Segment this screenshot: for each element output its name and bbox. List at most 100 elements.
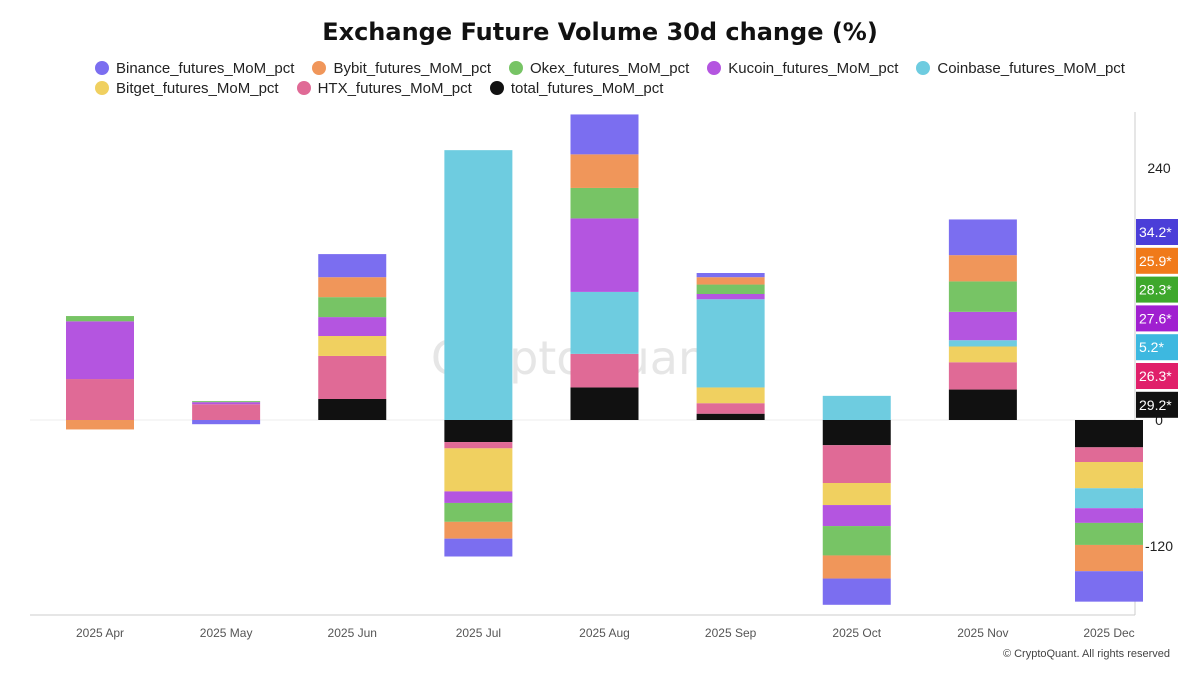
copyright-notice: © CryptoQuant. All rights reserved	[1002, 648, 1170, 660]
bar-segment[interactable]	[66, 379, 134, 420]
x-tick-label: 2025 May	[200, 626, 253, 640]
bar-segment[interactable]	[696, 387, 765, 404]
legend-item[interactable]: Okex_futures_MoM_pct	[509, 60, 689, 77]
legend-label: Coinbase_futures_MoM_pct	[937, 59, 1125, 77]
bar-segment[interactable]	[318, 297, 387, 318]
legend-item[interactable]: Bybit_futures_MoM_pct	[312, 60, 491, 77]
legend-label: Okex_futures_MoM_pct	[530, 59, 690, 77]
bar-segment[interactable]	[318, 254, 387, 278]
bar-segment[interactable]	[570, 114, 639, 155]
bar-segment[interactable]	[822, 445, 891, 483]
bar-segment[interactable]	[66, 316, 134, 322]
last-value-badge	[1136, 219, 1178, 245]
legend-swatch	[296, 81, 311, 95]
bar-segment[interactable]	[444, 420, 513, 443]
bar-segment[interactable]	[570, 387, 639, 420]
legend-item[interactable]: Binance_futures_MoM_pct	[95, 60, 294, 77]
bar-segment[interactable]	[696, 299, 765, 388]
last-value-badge	[1136, 363, 1178, 389]
bar-segment[interactable]	[822, 395, 891, 420]
bar-segment[interactable]	[444, 538, 513, 557]
bar-segment[interactable]	[318, 317, 387, 336]
bar-segment[interactable]	[948, 255, 1017, 282]
bar-segment[interactable]	[822, 555, 891, 579]
bar-segment[interactable]	[696, 277, 765, 285]
last-value-badge	[1136, 334, 1178, 361]
legend-item[interactable]: total_futures_MoM_pct	[489, 79, 664, 97]
bar-segment[interactable]	[1075, 420, 1143, 448]
bar-segment[interactable]	[570, 291, 639, 354]
bar-segment[interactable]	[192, 404, 261, 420]
chart-title: Exchange Future Volume 30d change (%)	[322, 18, 878, 46]
y-tick-label: 240	[1147, 160, 1171, 176]
legend-item[interactable]: HTX_futures_MoM_pct	[296, 79, 472, 97]
bar-segment[interactable]	[570, 353, 639, 388]
bar-segment[interactable]	[192, 420, 261, 425]
bar-segment[interactable]	[570, 154, 639, 188]
x-tick-label: 2025 Jun	[328, 626, 377, 640]
legend-swatch	[916, 61, 931, 75]
bar-segment[interactable]	[822, 578, 891, 605]
legend: Binance_futures_MoM_pct Bybit_futures_MoM…	[95, 58, 1125, 98]
bar-segment[interactable]	[948, 219, 1017, 256]
bar-segment[interactable]	[318, 277, 387, 298]
bar-segment[interactable]	[696, 413, 765, 420]
legend-item[interactable]: Coinbase_futures_MoM_pct	[916, 60, 1125, 77]
last-value-badge-label: 5.2*	[1139, 339, 1164, 355]
bar-segment[interactable]	[822, 505, 891, 527]
bar-segment[interactable]	[444, 491, 513, 503]
bar-segment[interactable]	[192, 402, 261, 405]
bar-segment[interactable]	[1075, 544, 1143, 572]
bar-segment[interactable]	[696, 403, 765, 414]
x-tick-label: 2025 Dec	[1083, 626, 1134, 640]
bar-segment[interactable]	[444, 502, 513, 522]
bar-segment[interactable]	[822, 483, 891, 506]
legend-label: total_futures_MoM_pct	[510, 79, 664, 97]
bar-segment[interactable]	[192, 401, 261, 403]
legend-item[interactable]: Kucoin_futures_MoM_pct	[707, 60, 898, 77]
bar-segment[interactable]	[948, 389, 1017, 420]
bar-segment[interactable]	[948, 362, 1017, 390]
bar-segment[interactable]	[444, 150, 513, 420]
legend-swatch	[95, 61, 109, 75]
bar-segment[interactable]	[1075, 508, 1143, 523]
legend-item[interactable]: Bitget_futures_MoM_pct	[95, 80, 279, 97]
bar-segment[interactable]	[66, 420, 134, 430]
x-tick-label: 2025 Apr	[76, 626, 124, 640]
bar-segment[interactable]	[948, 346, 1017, 363]
last-value-badge-label: 26.3*	[1139, 368, 1172, 384]
bar-segment[interactable]	[318, 399, 387, 420]
x-tick-label: 2025 Oct	[832, 626, 881, 640]
legend-swatch	[312, 61, 327, 75]
bars	[66, 114, 1143, 605]
bar-segment[interactable]	[1075, 522, 1143, 545]
legend-label: HTX_futures_MoM_pct	[317, 79, 472, 97]
bar-segment[interactable]	[1075, 462, 1143, 489]
bar-segment[interactable]	[948, 281, 1017, 312]
last-value-badge-label: 27.6*	[1139, 310, 1172, 326]
bar-segment[interactable]	[444, 448, 513, 492]
bar-segment[interactable]	[696, 294, 765, 300]
bar-segment[interactable]	[570, 218, 639, 292]
bar-segment[interactable]	[66, 321, 134, 380]
bar-segment[interactable]	[822, 526, 891, 556]
bar-segment[interactable]	[1075, 571, 1143, 602]
y-tick-label: 0	[1155, 412, 1163, 428]
bar-segment[interactable]	[948, 311, 1017, 341]
bar-segment[interactable]	[1075, 447, 1143, 462]
bar-segment[interactable]	[318, 336, 387, 356]
last-value-badge-label: 28.3*	[1139, 282, 1172, 298]
bar-segment[interactable]	[318, 355, 387, 399]
last-value-badges: 34.2* 25.9* 28.3* 27.6* 5.2* 26.3* 29.2*	[1136, 219, 1178, 418]
bar-segment[interactable]	[696, 284, 765, 294]
bar-segment[interactable]	[696, 273, 765, 278]
last-value-badge	[1136, 391, 1178, 418]
bar-segment[interactable]	[948, 340, 1017, 347]
bar-segment[interactable]	[822, 420, 891, 446]
bar-segment[interactable]	[570, 187, 639, 219]
legend-label: Binance_futures_MoM_pct	[116, 59, 295, 77]
bar-segment[interactable]	[1075, 488, 1143, 509]
legend-swatch	[707, 61, 722, 75]
bar-segment[interactable]	[444, 521, 513, 539]
bar-segment[interactable]	[444, 442, 513, 449]
